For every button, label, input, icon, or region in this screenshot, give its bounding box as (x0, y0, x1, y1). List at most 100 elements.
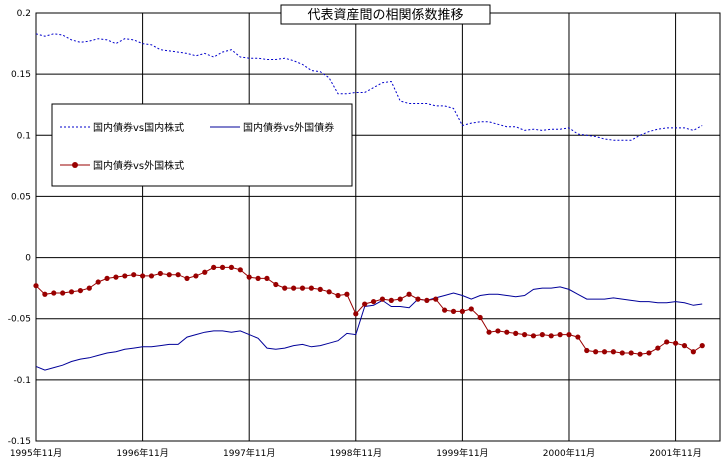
data-point (584, 347, 590, 354)
data-point (628, 350, 634, 356)
y-tick-label: -0.05 (8, 315, 31, 325)
data-point (139, 273, 146, 279)
data-point (513, 330, 519, 336)
data-point (619, 350, 625, 356)
data-point (264, 275, 270, 281)
data-point (148, 273, 155, 279)
data-point (77, 287, 84, 294)
data-point (415, 296, 421, 302)
data-point (282, 285, 288, 291)
data-point (317, 286, 323, 292)
legend-label-foreign-stock: 国内債券vs外国株式 (93, 159, 184, 172)
data-point (362, 301, 368, 307)
data-point (122, 273, 128, 279)
data-point (530, 333, 537, 339)
data-point (397, 296, 403, 302)
legend: 国内債券vs国内株式 国内債券vs外国債券 国内債券vs外国株式 (51, 103, 353, 187)
data-point (95, 279, 101, 285)
y-tick-label: 0.2 (17, 9, 31, 19)
data-point (557, 332, 563, 338)
data-point (237, 267, 243, 273)
data-point (495, 328, 501, 334)
data-point (113, 274, 119, 280)
data-point (175, 272, 181, 278)
data-point (504, 329, 510, 335)
data-point (202, 269, 208, 275)
data-point (51, 290, 57, 296)
x-axis: 1995年11月 1996年11月 1997年11月 1998年11月 1999年11月… (10, 447, 702, 459)
data-point (388, 297, 394, 303)
data-point (228, 264, 235, 270)
chart-title-text: 代表資産間の相関係数推移 (307, 7, 463, 23)
data-point (433, 296, 439, 302)
data-point (131, 272, 137, 278)
data-point (157, 270, 163, 277)
data-point (566, 332, 572, 338)
data-point (699, 343, 705, 349)
series-group (33, 33, 705, 371)
legend-marker-foreign-stock (72, 162, 78, 168)
data-point (308, 285, 314, 291)
data-point (104, 275, 110, 281)
data-point (299, 285, 306, 291)
data-point (60, 290, 66, 296)
y-axis: 0.2 0.15 0.1 0.05 0 -0.05 -0.1 -0.15 (8, 9, 32, 447)
plot-area (35, 12, 721, 442)
data-point (273, 281, 279, 288)
data-point (486, 329, 492, 335)
data-point (664, 339, 670, 345)
x-tick-label: 1996年11月 (116, 447, 168, 459)
data-point (442, 307, 448, 313)
data-point (477, 314, 483, 321)
data-point (539, 332, 545, 338)
y-tick-label: -0.15 (8, 437, 31, 447)
data-point (406, 291, 412, 297)
data-point (593, 349, 599, 355)
data-point (575, 334, 581, 340)
x-tick-label: 2001年11月 (649, 447, 701, 459)
x-tick-label: 2000年11月 (543, 447, 595, 459)
data-point (291, 285, 297, 291)
data-point (690, 349, 696, 355)
x-tick-label: 1997年11月 (223, 447, 275, 459)
data-point (246, 274, 252, 280)
data-point (424, 297, 430, 303)
data-point (166, 272, 172, 278)
x-tick-label: 1999年11月 (436, 447, 488, 459)
data-point (211, 264, 217, 270)
data-point (184, 275, 190, 281)
data-point (450, 308, 457, 314)
legend-label-domestic-stock: 国内債券vs国内株式 (93, 121, 184, 134)
x-tick-label: 1995年11月 (10, 447, 62, 459)
data-point (672, 340, 679, 346)
data-point (353, 311, 359, 317)
data-point (255, 275, 261, 281)
data-point (42, 291, 48, 297)
data-point (335, 292, 341, 299)
data-point (344, 291, 350, 297)
data-point (601, 349, 608, 355)
x-tick-label: 1998年11月 (330, 447, 382, 459)
data-point (379, 296, 386, 302)
data-point (610, 349, 617, 355)
data-point (193, 273, 199, 279)
data-point (637, 351, 643, 357)
data-point (326, 289, 332, 295)
chart-title: 代表資産間の相関係数推移 (280, 4, 491, 25)
y-tick-label: 0.05 (11, 192, 31, 202)
data-point (68, 289, 75, 295)
data-point (33, 283, 39, 289)
y-tick-label: 0.1 (17, 131, 31, 141)
data-point (459, 308, 465, 314)
y-tick-label: -0.1 (13, 376, 31, 386)
y-tick-label: 0 (25, 254, 31, 264)
y-tick-label: 0.15 (11, 70, 31, 80)
data-point (468, 306, 474, 312)
data-point (548, 333, 554, 339)
data-point (219, 264, 226, 270)
data-point (86, 285, 92, 291)
data-point (370, 298, 377, 305)
data-point (521, 332, 528, 338)
series-line-0 (35, 33, 703, 141)
